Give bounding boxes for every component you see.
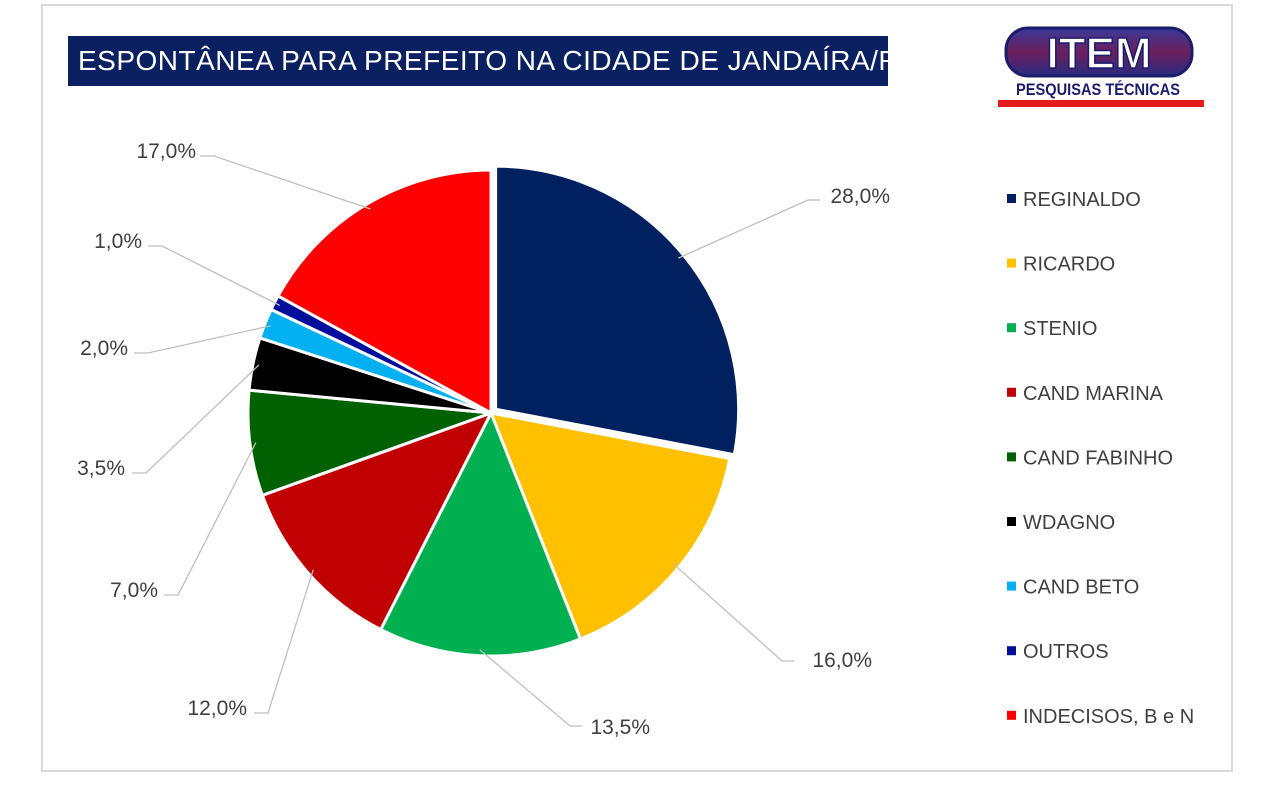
legend-swatch [1007, 258, 1016, 268]
leader-line [134, 325, 271, 354]
legend-label: CAND BETO [1023, 577, 1139, 599]
legend-swatch [1007, 387, 1016, 397]
data-label: 16,0% [812, 649, 872, 672]
leader-line [254, 569, 314, 714]
leader-line [677, 199, 820, 259]
data-label: 7,0% [110, 579, 158, 602]
data-label: 2,0% [80, 337, 128, 360]
legend-swatch [1007, 646, 1016, 656]
item-logo: ITEM PESQUISAS TÉCNICAS [998, 26, 1204, 107]
leader-line [148, 245, 281, 306]
leader-line [164, 442, 257, 596]
data-label: 13,5% [590, 716, 650, 739]
data-label: 3,5% [77, 457, 125, 480]
data-labels: 28,0% 16,0% 13,5% 12,0% 7,0% 3,5% 2,0% 1,0% 17,0… [77, 140, 890, 739]
pie-slices [246, 164, 741, 658]
legend-swatch [1007, 517, 1016, 526]
legend-label: RICARDO [1023, 254, 1115, 276]
legend-swatch [1007, 194, 1016, 203]
data-label: 12,0% [187, 697, 247, 720]
chart-title-banner: ESPONTÂNEA PARA PREFEITO NA CIDADE DE JA… [68, 36, 919, 86]
legend-label: OUTROS [1023, 641, 1109, 663]
legend: REGINALDO RICARDO STENIO CAND MARINA CAND FA… [1007, 189, 1194, 728]
legend-swatch [1007, 452, 1016, 462]
legend-label: CAND FABINHO [1023, 447, 1173, 469]
pie-slice-indecisos-b-e-n [276, 168, 493, 416]
data-label: 28,0% [830, 185, 890, 208]
legend-label: WDAGNO [1023, 512, 1115, 534]
data-label: 1,0% [94, 230, 142, 253]
leader-line [200, 155, 371, 210]
legend-label: CAND MARINA [1023, 383, 1164, 405]
legend-swatch [1007, 323, 1016, 333]
logo-underline [998, 100, 1204, 107]
logo-brand-text: ITEM [1046, 29, 1151, 78]
pie-slice-reginaldo [494, 164, 741, 457]
leader-lines [132, 155, 820, 727]
leader-line [479, 649, 582, 727]
data-label: 17,0% [136, 140, 196, 163]
pie-slice-cand-fabinho [246, 388, 492, 498]
legend-swatch [1007, 581, 1016, 591]
leader-line [673, 563, 794, 662]
leader-line [132, 364, 260, 474]
pie-slice-cand-marina [260, 410, 495, 632]
logo-tagline-text: PESQUISAS TÉCNICAS [1016, 80, 1180, 99]
pie-slice-stenio [378, 409, 583, 658]
chart-title: ESPONTÂNEA PARA PREFEITO NA CIDADE DE JA… [78, 45, 920, 76]
legend-label: REGINALDO [1023, 189, 1141, 211]
legend-label: INDECISOS, B e N [1023, 706, 1194, 728]
legend-swatch [1007, 710, 1016, 720]
legend-label: STENIO [1023, 318, 1097, 340]
